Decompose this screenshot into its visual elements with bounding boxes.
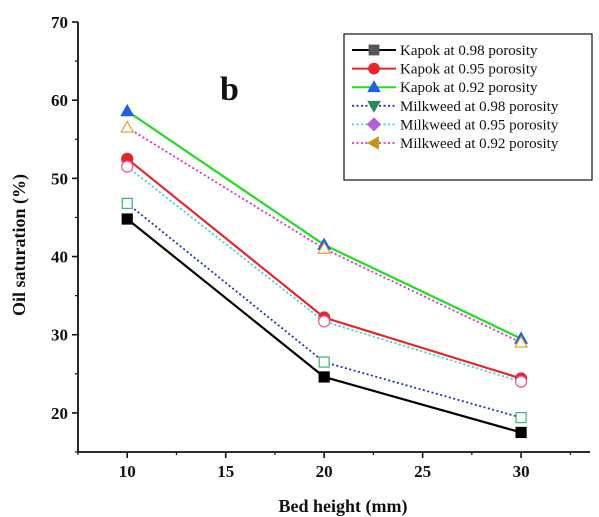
y-tick-label: 70 [51,13,68,32]
y-tick-label: 60 [51,91,68,110]
x-tick-label: 20 [316,462,333,481]
y-axis-title: Oil saturation (%) [9,174,30,316]
legend-label: Milkweed at 0.98 porosity [400,99,559,115]
legend-marker [368,44,380,56]
series-line-2 [126,157,522,380]
data-point [515,426,527,439]
legend-marker [367,100,381,113]
legend-marker [368,62,380,75]
data-point [121,213,133,225]
legend: Kapok at 0.98 porosity Kapok at 0.95 poro… [343,33,593,181]
legend-marker [367,80,381,93]
data-point [318,356,330,368]
x-tick-label: 30 [513,462,530,481]
legend-label: Kapok at 0.92 porosity [400,80,538,96]
legend-label: Kapok at 0.95 porosity [400,62,538,78]
data-point [120,103,135,117]
data-point [121,197,133,209]
series-layer [120,103,529,439]
data-point [120,120,135,133]
legend-label: Milkweed at 0.92 porosity [400,136,559,152]
data-point [318,315,331,328]
data-point [317,241,332,254]
x-tick-label: 25 [414,462,431,481]
data-point [515,412,527,424]
y-tick-label: 30 [51,326,68,345]
x-tick-label: 15 [217,462,234,481]
y-tick-label: 20 [51,404,68,423]
data-point [514,335,529,348]
data-point [514,375,528,388]
legend-box [343,33,593,181]
panel-label: b [220,71,239,108]
data-point [121,160,134,173]
legend-label: Kapok at 0.98 porosity [400,43,538,59]
data-point [318,371,330,383]
legend-marker [367,136,379,150]
series-line-5 [126,165,522,383]
plot-area: 20 30 40 50 60 70 10 15 20 25 30 [51,13,590,481]
legend-label: Milkweed at 0.95 porosity [400,117,559,133]
x-tick-label: 10 [119,462,136,481]
y-tick-label: 40 [51,248,68,267]
x-axis-title: Bed height (mm) [279,496,408,517]
y-tick-label: 50 [51,169,68,188]
legend-marker [366,117,382,132]
